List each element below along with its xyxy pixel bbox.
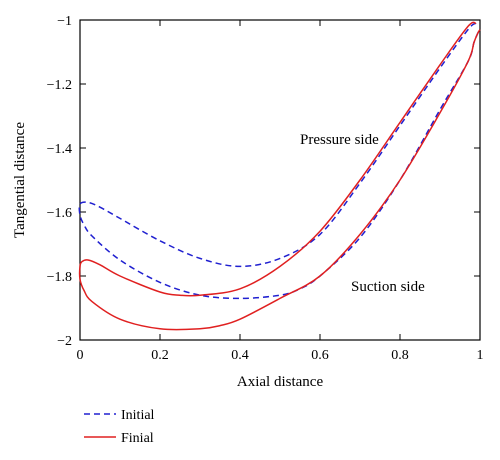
- plot-frame: [79, 19, 481, 341]
- y-tick-label: −1.8: [47, 270, 72, 285]
- series-line-finial: [78, 21, 481, 331]
- x-tick-label: 1: [477, 348, 484, 363]
- series-layer: [78, 21, 481, 331]
- y-tick-label: −2: [57, 334, 72, 349]
- legend-label-initial: Initial: [121, 408, 155, 423]
- x-tick-label: 0.4: [231, 348, 249, 363]
- legend: Initial Finial: [84, 408, 155, 446]
- series-line-initial: [78, 22, 481, 300]
- x-tick-label: 0.2: [151, 348, 169, 363]
- x-tick-label: 0.6: [311, 348, 329, 363]
- legend-label-finial: Finial: [121, 431, 154, 446]
- ticks-layer: 0 0.2 0.4 0.6 0.8 1 −1 −1.2 −1.4 −1.6 −1.8 −2: [47, 14, 484, 363]
- y-tick-label: −1: [57, 14, 72, 29]
- x-tick-label: 0.8: [391, 348, 409, 363]
- x-tick-label: 0: [77, 348, 84, 363]
- y-tick-label: −1.4: [47, 142, 72, 157]
- y-tick-label: −1.6: [47, 206, 72, 221]
- annotation-pressure-side: Pressure side: [300, 132, 379, 148]
- y-tick-label: −1.2: [47, 78, 72, 93]
- y-axis-label: Tangential distance: [12, 122, 28, 238]
- x-axis-label: Axial distance: [237, 374, 324, 390]
- annotation-suction-side: Suction side: [351, 279, 425, 295]
